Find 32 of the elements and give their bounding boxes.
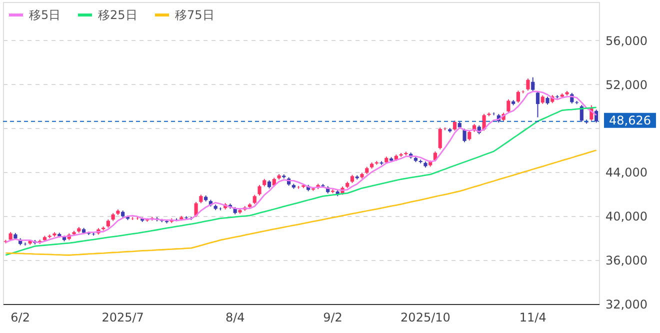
x-tick-label: 6/2 <box>10 310 30 324</box>
candlestick <box>252 194 256 205</box>
candlestick <box>438 127 442 150</box>
y-tick-label: 52,000 <box>606 78 648 92</box>
y-tick-label: 44,000 <box>606 166 648 180</box>
candlestick <box>536 90 540 118</box>
legend-label: 移5日 <box>29 8 61 22</box>
candlestick <box>516 90 520 104</box>
y-tick-label: 36,000 <box>606 254 648 268</box>
y-tick-label: 56,000 <box>606 34 648 48</box>
x-tick-label: 9/2 <box>323 310 342 324</box>
line-series <box>4 90 598 244</box>
line-series <box>4 106 598 256</box>
x-tick-label: 2025/7 <box>102 310 144 324</box>
y-tick-label: 32,000 <box>606 298 648 312</box>
candlestick <box>526 78 530 92</box>
x-tick-label: 8/4 <box>225 310 245 324</box>
candlestick <box>452 120 457 132</box>
x-tick-label: 11/4 <box>519 310 546 324</box>
line-series <box>4 150 598 256</box>
candlestick <box>258 184 262 196</box>
legend-label: 移75日 <box>175 8 214 22</box>
x-tick-label: 2025/10 <box>400 310 450 324</box>
ref-line-label: 48,626 <box>609 113 651 128</box>
candlestick <box>506 98 510 114</box>
candlestick <box>462 128 466 143</box>
candlestick <box>531 76 535 92</box>
candlestick <box>521 90 525 94</box>
candlestick <box>482 113 486 132</box>
candlestick <box>468 130 472 141</box>
legend-label: 移25日 <box>98 8 138 22</box>
y-tick-label: 40,000 <box>606 210 648 224</box>
